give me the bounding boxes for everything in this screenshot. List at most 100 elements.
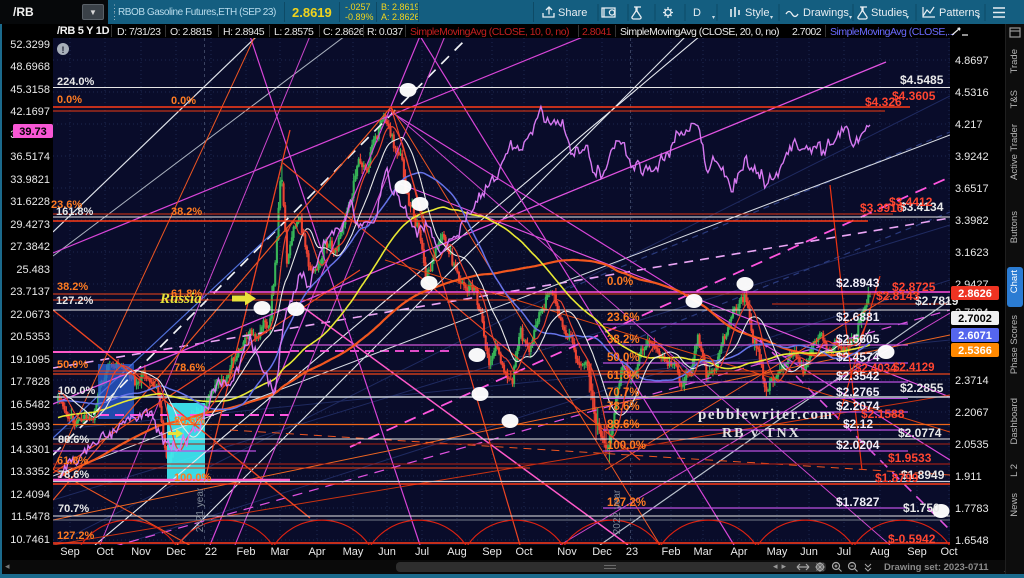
svg-text:May: May — [767, 546, 788, 558]
svg-text:Chart: Chart — [1009, 270, 1020, 294]
svg-text:78.6%: 78.6% — [607, 401, 640, 413]
svg-text:0.0%: 0.0% — [171, 95, 196, 107]
svg-text:$2.3542: $2.3542 — [836, 369, 880, 383]
svg-text:$2.7819: $2.7819 — [915, 294, 959, 308]
svg-text:$2.8143: $2.8143 — [876, 289, 920, 303]
svg-text:$4.326: $4.326 — [865, 95, 902, 109]
svg-text:Mar: Mar — [271, 546, 290, 558]
svg-text:L 2: L 2 — [1009, 464, 1020, 477]
svg-text:$1.750: $1.750 — [903, 501, 940, 515]
svg-text:$2.8725: $2.8725 — [892, 280, 936, 294]
svg-text:Phase Scores: Phase Scores — [1009, 315, 1020, 374]
svg-text:161.8%: 161.8% — [56, 206, 94, 218]
svg-text:88.6%: 88.6% — [58, 434, 89, 446]
svg-text:Share: Share — [558, 7, 587, 19]
svg-text:3.1623: 3.1623 — [955, 247, 989, 259]
svg-text:1.6548: 1.6548 — [955, 535, 989, 547]
svg-text:Aug: Aug — [870, 546, 890, 558]
svg-text:$2.4129: $2.4129 — [893, 362, 935, 374]
svg-text:100.0%: 100.0% — [174, 472, 212, 484]
svg-text:Trade: Trade — [1009, 49, 1020, 73]
svg-text:23: 23 — [626, 546, 638, 558]
svg-text:0.0%: 0.0% — [57, 94, 82, 106]
svg-text:$2.2855: $2.2855 — [900, 381, 944, 395]
svg-text:4.217: 4.217 — [955, 119, 983, 131]
svg-text:78.6%: 78.6% — [174, 362, 205, 374]
svg-text:127.2%: 127.2% — [607, 497, 646, 509]
svg-text:$2.0204: $2.0204 — [836, 438, 880, 452]
svg-text:10.7461: 10.7461 — [10, 534, 50, 546]
svg-text:2.6071: 2.6071 — [958, 330, 992, 342]
svg-text:$1.7827: $1.7827 — [836, 495, 880, 509]
svg-text:31.6228: 31.6228 — [10, 196, 50, 208]
svg-text:Oct: Oct — [96, 546, 113, 558]
svg-text:39.73: 39.73 — [19, 126, 47, 138]
svg-text:$2.0774: $2.0774 — [898, 426, 942, 440]
svg-text:20.5353: 20.5353 — [10, 331, 50, 343]
svg-text:$3.3916: $3.3916 — [860, 201, 904, 215]
svg-text:$1.8799: $1.8799 — [875, 471, 919, 485]
svg-text:11.5478: 11.5478 — [11, 511, 50, 523]
svg-text:70.7%: 70.7% — [607, 387, 640, 399]
svg-text:$-0.5942: $-0.5942 — [888, 532, 936, 546]
svg-text:$2.1588: $2.1588 — [861, 407, 905, 421]
svg-text:36.5174: 36.5174 — [10, 151, 50, 163]
svg-text:15.3993: 15.3993 — [10, 421, 50, 433]
svg-text:127.2%: 127.2% — [57, 530, 95, 542]
svg-text:38.2%: 38.2% — [607, 334, 640, 346]
svg-text:22.0673: 22.0673 — [10, 309, 50, 321]
svg-text:Aug: Aug — [447, 546, 467, 558]
svg-text:$2.8943: $2.8943 — [836, 276, 880, 290]
svg-text:▾: ▾ — [770, 15, 773, 21]
svg-text:Jul: Jul — [415, 546, 429, 558]
svg-text:Dec: Dec — [592, 546, 612, 558]
svg-text:Jun: Jun — [800, 546, 818, 558]
svg-text:D: D — [693, 7, 701, 19]
svg-text:50.0%: 50.0% — [607, 352, 640, 364]
svg-text:$3.4134: $3.4134 — [900, 200, 944, 214]
svg-text:2.5366: 2.5366 — [958, 345, 992, 357]
svg-text:Active Trader: Active Trader — [1009, 124, 1020, 180]
svg-text:Russia: Russia — [159, 291, 202, 307]
svg-text:$4.5485: $4.5485 — [900, 73, 944, 87]
svg-text:Apr: Apr — [308, 546, 325, 558]
svg-text:▾: ▾ — [849, 15, 852, 21]
svg-text:14.3301: 14.3301 — [10, 444, 50, 456]
svg-text:Nov: Nov — [557, 546, 577, 558]
svg-text:Oct: Oct — [515, 546, 532, 558]
svg-text:$1.8949: $1.8949 — [901, 468, 945, 482]
svg-text:Feb: Feb — [662, 546, 681, 558]
svg-text:$2.2765: $2.2765 — [836, 385, 880, 399]
svg-text:224.0%: 224.0% — [57, 76, 95, 88]
svg-text:2.8626: 2.8626 — [958, 288, 992, 300]
svg-text:61.8%: 61.8% — [607, 370, 640, 382]
svg-text:RB v TNX: RB v TNX — [722, 426, 801, 441]
svg-text:Sep: Sep — [482, 546, 502, 558]
svg-text:Studies: Studies — [871, 7, 908, 19]
svg-text:News: News — [1009, 493, 1020, 517]
svg-text:May: May — [343, 546, 364, 558]
svg-text:pebblewriter.com: pebblewriter.com — [698, 407, 834, 423]
svg-text:$2.4034: $2.4034 — [855, 363, 897, 375]
svg-text:1.911: 1.911 — [955, 471, 982, 483]
svg-text:25.483: 25.483 — [16, 264, 50, 276]
svg-text:61.8%: 61.8% — [57, 455, 88, 467]
svg-text:2.0535: 2.0535 — [955, 439, 989, 451]
svg-text:Buttons: Buttons — [1009, 211, 1020, 243]
svg-text:Feb: Feb — [237, 546, 256, 558]
svg-text:1.7783: 1.7783 — [955, 503, 989, 515]
svg-text:78.6%: 78.6% — [58, 469, 89, 481]
svg-text:29.4273: 29.4273 — [10, 219, 50, 231]
svg-text:$4.3605: $4.3605 — [892, 89, 936, 103]
svg-text:17.7828: 17.7828 — [10, 376, 50, 388]
svg-text:48.6968: 48.6968 — [10, 61, 50, 73]
svg-text:2021 year: 2021 year — [195, 487, 206, 532]
svg-text:2.2067: 2.2067 — [955, 407, 989, 419]
svg-text:Drawings: Drawings — [803, 7, 849, 19]
svg-text:$2.2074: $2.2074 — [836, 399, 880, 413]
svg-text:3.6517: 3.6517 — [955, 183, 989, 195]
svg-text:61.8%: 61.8% — [171, 288, 202, 300]
svg-text:Apr: Apr — [730, 546, 747, 558]
svg-text:Sep: Sep — [907, 546, 927, 558]
svg-text:88.6%: 88.6% — [607, 419, 640, 431]
